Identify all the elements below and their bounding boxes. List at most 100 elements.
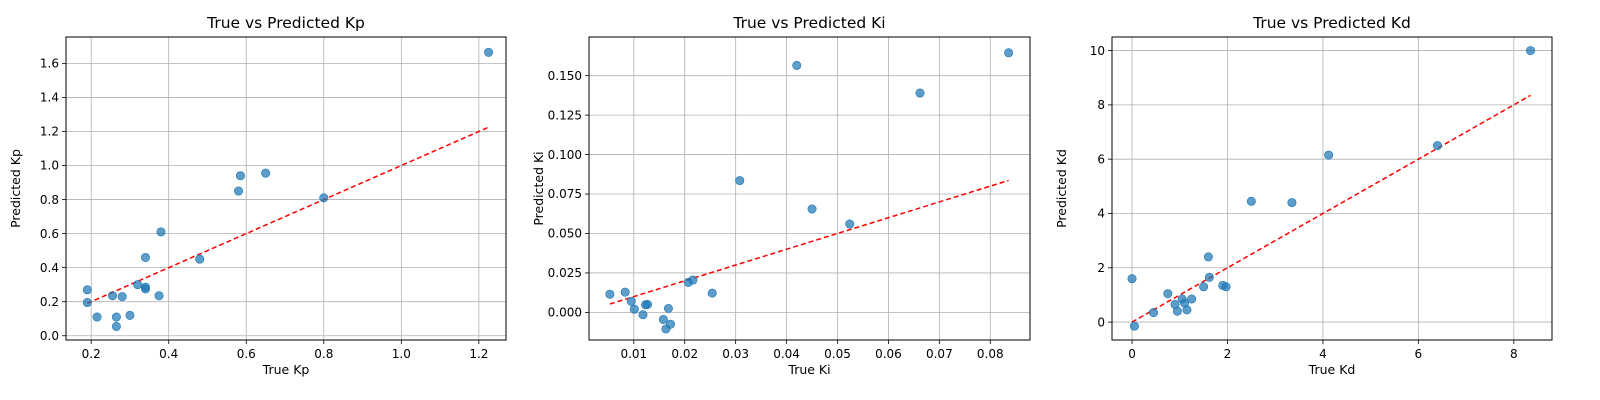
x-tick-label: 0.8 <box>314 347 333 361</box>
identity-line <box>1131 94 1531 323</box>
data-point <box>235 171 245 181</box>
y-tick-label: 1.2 <box>40 125 59 139</box>
x-tick-label: 0.08 <box>977 347 1004 361</box>
data-point <box>140 284 150 294</box>
x-tick-label: 0.4 <box>159 347 178 361</box>
y-tick-label: 0.0 <box>40 329 59 343</box>
data-point <box>1187 294 1197 304</box>
x-tick-label: 0.6 <box>237 347 256 361</box>
data-point <box>1172 306 1182 316</box>
data-point <box>82 285 92 295</box>
x-tick-label: 0.06 <box>875 347 902 361</box>
data-point <box>688 275 698 285</box>
data-point <box>1432 141 1442 151</box>
data-point <box>629 304 639 314</box>
y-tick-label: 0.125 <box>548 108 582 122</box>
data-point <box>1004 48 1014 58</box>
x-tick-label: 0.02 <box>671 347 698 361</box>
data-point <box>133 280 143 290</box>
x-axis-label: True Kp <box>262 362 310 377</box>
data-point <box>792 60 802 70</box>
y-tick-label: 2 <box>1097 261 1105 275</box>
data-point <box>1204 272 1214 282</box>
data-point <box>1324 150 1334 160</box>
data-point <box>92 312 102 322</box>
identity-line <box>609 179 1009 305</box>
y-tick-label: 6 <box>1097 152 1105 166</box>
y-tick-label: 0 <box>1097 315 1105 329</box>
y-axis-label: Predicted Ki <box>531 151 546 225</box>
subplot-ki: True vs Predicted Ki True Ki Predicted K… <box>531 14 1031 377</box>
data-point <box>658 314 668 324</box>
y-tick-label: 0.100 <box>548 148 582 162</box>
data-point <box>1203 252 1213 262</box>
data-point <box>1149 308 1159 318</box>
y-tick-label: 0.050 <box>548 227 582 241</box>
plot-frame <box>588 36 1031 341</box>
y-tick-label: 8 <box>1097 98 1105 112</box>
data-point <box>638 310 648 320</box>
data-point <box>605 289 615 299</box>
x-axis-label: True Kd <box>1308 362 1356 377</box>
data-point <box>117 292 127 302</box>
data-point <box>234 186 244 196</box>
y-tick-label: 0.4 <box>40 261 59 275</box>
x-tick-label: 8 <box>1510 347 1518 361</box>
data-point <box>125 310 135 320</box>
data-point <box>807 204 817 214</box>
x-tick-label: 2 <box>1224 347 1232 361</box>
data-point <box>140 252 150 262</box>
data-point <box>663 303 673 313</box>
data-point <box>108 291 118 301</box>
data-point <box>1163 289 1173 299</box>
data-point <box>319 193 329 203</box>
data-point <box>665 319 675 329</box>
data-point <box>111 312 121 322</box>
x-axis-label: True Ki <box>787 362 830 377</box>
y-tick-label: 1.6 <box>40 57 59 71</box>
y-tick-label: 10 <box>1090 44 1105 58</box>
data-point <box>1127 274 1137 284</box>
chart-title: True vs Predicted Ki <box>732 14 885 32</box>
x-tick-label: 6 <box>1415 347 1423 361</box>
y-tick-label: 4 <box>1097 207 1105 221</box>
x-tick-label: 0.07 <box>926 347 953 361</box>
y-tick-label: 0.8 <box>40 193 59 207</box>
subplot-kp: True vs Predicted Kp True Kp Predicted K… <box>8 14 507 377</box>
x-tick-label: 0 <box>1128 347 1136 361</box>
identity-line <box>87 126 489 305</box>
x-tick-label: 4 <box>1319 347 1327 361</box>
data-point <box>261 168 271 178</box>
data-point <box>915 88 925 98</box>
grid <box>589 37 1030 340</box>
x-tick-label: 0.03 <box>722 347 749 361</box>
y-axis-label: Predicted Kd <box>1054 149 1069 228</box>
y-tick-label: 0.6 <box>40 227 59 241</box>
grid <box>1112 37 1552 340</box>
data-point <box>1199 282 1209 292</box>
y-tick-label: 0.025 <box>548 266 582 280</box>
data-point <box>1182 305 1192 315</box>
y-tick-label: 1.4 <box>40 91 59 105</box>
chart-title: True vs Predicted Kd <box>1252 14 1411 32</box>
data-point <box>626 296 636 306</box>
data-point <box>643 299 653 309</box>
data-point <box>156 227 166 237</box>
y-tick-label: 0.000 <box>548 306 582 320</box>
plot-frame <box>65 36 507 341</box>
grid <box>66 37 506 340</box>
data-point <box>735 176 745 186</box>
data-point <box>845 219 855 229</box>
y-tick-label: 0.2 <box>40 295 59 309</box>
x-tick-label: 1.2 <box>469 347 488 361</box>
data-point <box>707 288 717 298</box>
data-point <box>1526 46 1536 56</box>
chart-title: True vs Predicted Kp <box>206 14 365 32</box>
plot-frame <box>1111 36 1553 341</box>
subplot-kd: True vs Predicted Kd True Kd Predicted K… <box>1054 14 1553 377</box>
data-point <box>484 47 494 57</box>
data-point <box>620 287 630 297</box>
x-tick-label: 0.04 <box>773 347 800 361</box>
y-axis-label: Predicted Kp <box>8 149 23 228</box>
